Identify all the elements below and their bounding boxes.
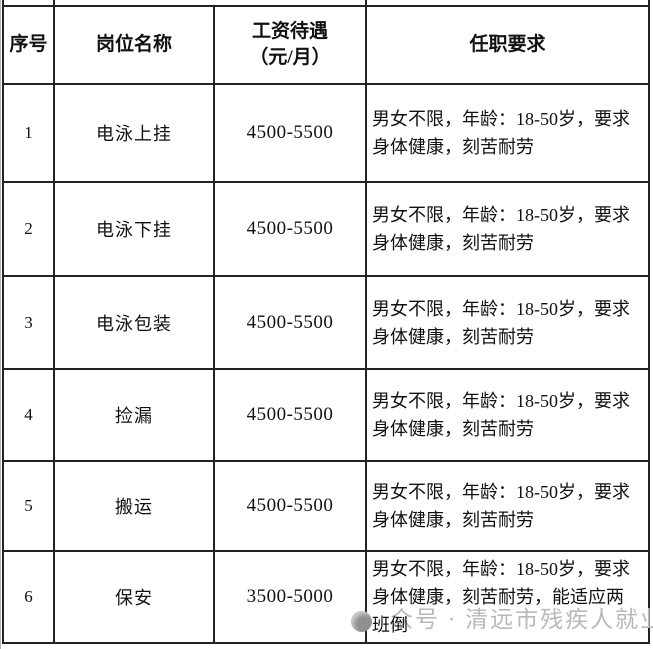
cell-requirements: 男女不限，年龄：18-50岁，要求身体健康，刻苦耐劳	[367, 85, 650, 183]
cell-position-name: 搬运	[55, 462, 215, 552]
cell-salary-range: 4500-5500	[215, 370, 367, 462]
header-cell-salary: 工资待遇 （元/月）	[215, 7, 367, 85]
fragment-border	[648, 0, 650, 5]
cell-requirements: 男女不限，年龄：18-50岁，要求身体健康，刻苦耐劳，能适应两班倒	[367, 552, 650, 644]
cell-salary-range: 4500-5500	[215, 462, 367, 552]
cell-requirements: 男女不限，年龄：18-50岁，要求身体健康，刻苦耐劳	[367, 183, 650, 277]
requirements-text: 男女不限，年龄：18-50岁，要求身体健康，刻苦耐劳，能适应两班倒	[372, 559, 630, 635]
requirements-text: 男女不限，年龄：18-50岁，要求身体健康，刻苦耐劳	[372, 298, 630, 347]
requirements-text: 男女不限，年龄：18-50岁，要求身体健康，刻苦耐劳	[372, 391, 630, 439]
cell-row-no: 3	[4, 277, 55, 370]
cell-salary-range: 4500-5500	[215, 183, 367, 277]
requirements-text: 男女不限，年龄：18-50岁，要求身体健康，刻苦耐劳	[372, 205, 630, 253]
cell-requirements: 男女不限，年龄：18-50岁，要求身体健康，刻苦耐劳	[367, 462, 650, 552]
header-cell-no: 序号	[4, 7, 55, 85]
fragment-border	[2, 0, 4, 5]
fragment-border	[53, 0, 55, 5]
cell-position-name: 捡漏	[55, 370, 215, 462]
header-cell-requirements: 任职要求	[367, 7, 650, 85]
cell-requirements: 男女不限，年龄：18-50岁，要求身体健康，刻苦耐劳	[367, 277, 650, 370]
header-cell-position: 岗位名称	[55, 7, 215, 85]
watermark-text: 众号 · 清远市残疾人就业	[390, 607, 653, 632]
requirements-text: 男女不限，年龄：18-50岁，要求身体健康，刻苦耐劳	[372, 482, 630, 530]
cell-salary-range: 4500-5500	[215, 277, 367, 370]
left-edge-line	[0, 0, 1, 649]
cell-requirements: 男女不限，年龄：18-50岁，要求身体健康，刻苦耐劳	[367, 370, 650, 462]
job-table: 序号 岗位名称 工资待遇 （元/月） 任职要求 1 电泳上挂 4500-5500…	[2, 7, 650, 644]
cell-position-name: 电泳下挂	[55, 183, 215, 277]
cell-row-no: 1	[4, 85, 55, 183]
cell-row-no: 4	[4, 370, 55, 462]
cell-position-name: 电泳上挂	[55, 85, 215, 183]
requirements-text: 男女不限，年龄：18-50岁，要求身体健康，刻苦耐劳	[372, 109, 630, 157]
cell-row-no: 2	[4, 183, 55, 277]
previous-row-fragment	[2, 0, 650, 7]
cell-salary-range: 4500-5500	[215, 85, 367, 183]
cell-row-no: 6	[4, 552, 55, 644]
fragment-border	[365, 0, 367, 5]
cell-position-name: 电泳包装	[55, 277, 215, 370]
cell-salary-range: 3500-5000	[215, 552, 367, 644]
watermark: 众号 · 清远市残疾人就业	[351, 603, 653, 637]
cell-position-name: 保安	[55, 552, 215, 644]
cell-row-no: 5	[4, 462, 55, 552]
circle-logo-icon	[351, 611, 372, 632]
